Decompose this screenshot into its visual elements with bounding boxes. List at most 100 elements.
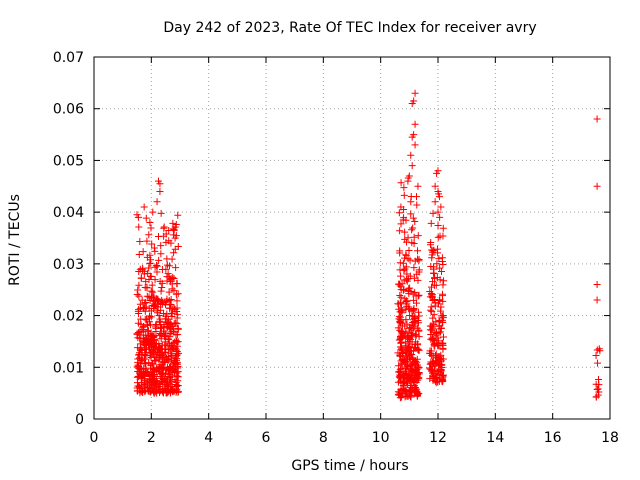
data-point — [434, 233, 442, 241]
data-point — [173, 358, 181, 366]
data-point — [434, 187, 442, 195]
data-points — [133, 89, 604, 402]
y-tick-label: 0.04 — [53, 205, 84, 221]
data-point — [165, 319, 173, 327]
y-tick-label: 0.03 — [53, 257, 84, 273]
data-point — [161, 348, 169, 356]
data-point — [411, 141, 419, 149]
data-point — [172, 264, 180, 272]
data-point — [415, 312, 423, 320]
data-point — [396, 366, 404, 374]
data-point — [138, 296, 146, 304]
data-point — [158, 279, 166, 287]
data-point — [152, 384, 160, 392]
data-point — [168, 383, 176, 391]
data-point — [411, 288, 419, 296]
data-point — [165, 273, 173, 281]
data-point — [405, 172, 413, 180]
data-point — [402, 216, 410, 224]
data-point — [411, 120, 419, 128]
data-point — [146, 321, 154, 329]
data-point — [142, 299, 150, 307]
data-point — [408, 133, 416, 141]
data-point — [439, 314, 447, 322]
data-point — [168, 358, 176, 366]
data-point — [429, 247, 437, 255]
data-point — [170, 287, 178, 295]
data-point — [396, 227, 404, 235]
data-point — [407, 210, 415, 218]
data-point — [415, 319, 423, 327]
data-point — [140, 340, 148, 348]
data-point — [156, 372, 164, 380]
data-point — [415, 333, 423, 341]
data-point — [134, 307, 142, 315]
data-point — [137, 379, 145, 387]
data-point — [135, 373, 143, 381]
data-point — [431, 366, 439, 374]
data-point — [396, 374, 404, 382]
data-point — [438, 364, 446, 371]
data-point — [133, 291, 141, 299]
data-point — [404, 333, 412, 341]
data-point — [153, 295, 161, 303]
data-point — [439, 333, 447, 341]
data-point — [142, 342, 150, 350]
data-point — [135, 362, 143, 370]
data-point — [439, 260, 447, 268]
data-point — [146, 272, 154, 280]
data-point — [139, 331, 147, 339]
x-tick-label: 4 — [204, 430, 213, 446]
data-point — [434, 208, 442, 216]
data-point — [147, 224, 155, 232]
data-point — [439, 297, 447, 305]
data-point — [174, 338, 182, 346]
data-point — [409, 347, 417, 355]
data-point — [159, 389, 167, 397]
data-point — [396, 292, 404, 300]
data-point — [414, 182, 422, 190]
data-point — [407, 198, 415, 206]
data-point — [396, 389, 404, 397]
data-point — [146, 259, 154, 267]
data-point — [170, 226, 178, 234]
data-point — [410, 233, 418, 241]
data-point — [431, 329, 439, 337]
data-point — [407, 366, 415, 374]
data-point — [158, 284, 166, 292]
data-point — [408, 226, 416, 234]
data-point — [396, 308, 404, 316]
data-point — [173, 280, 181, 288]
data-point — [433, 169, 441, 177]
data-point — [415, 326, 423, 334]
data-point — [133, 363, 141, 371]
x-tick-label: 12 — [429, 430, 447, 446]
data-point — [140, 203, 148, 211]
data-point — [593, 346, 601, 354]
data-point — [409, 330, 417, 338]
data-point — [157, 287, 165, 295]
data-point — [164, 270, 172, 278]
data-point — [433, 245, 441, 253]
data-point — [400, 191, 408, 199]
data-point — [135, 281, 143, 289]
data-point — [147, 313, 155, 321]
y-tick-label: 0.07 — [53, 50, 84, 66]
data-point — [150, 365, 158, 373]
data-point — [150, 373, 158, 381]
data-point — [154, 233, 162, 241]
data-point — [436, 213, 444, 221]
data-point — [439, 344, 447, 352]
data-point — [162, 331, 170, 339]
data-point — [158, 300, 166, 308]
data-point — [174, 388, 182, 396]
data-point — [426, 365, 434, 373]
data-point — [408, 162, 416, 170]
data-point — [154, 367, 162, 375]
data-point — [168, 386, 176, 394]
data-point — [397, 317, 405, 325]
data-point — [405, 391, 413, 399]
data-point — [141, 375, 149, 383]
data-point — [136, 383, 144, 391]
data-point — [406, 393, 414, 401]
